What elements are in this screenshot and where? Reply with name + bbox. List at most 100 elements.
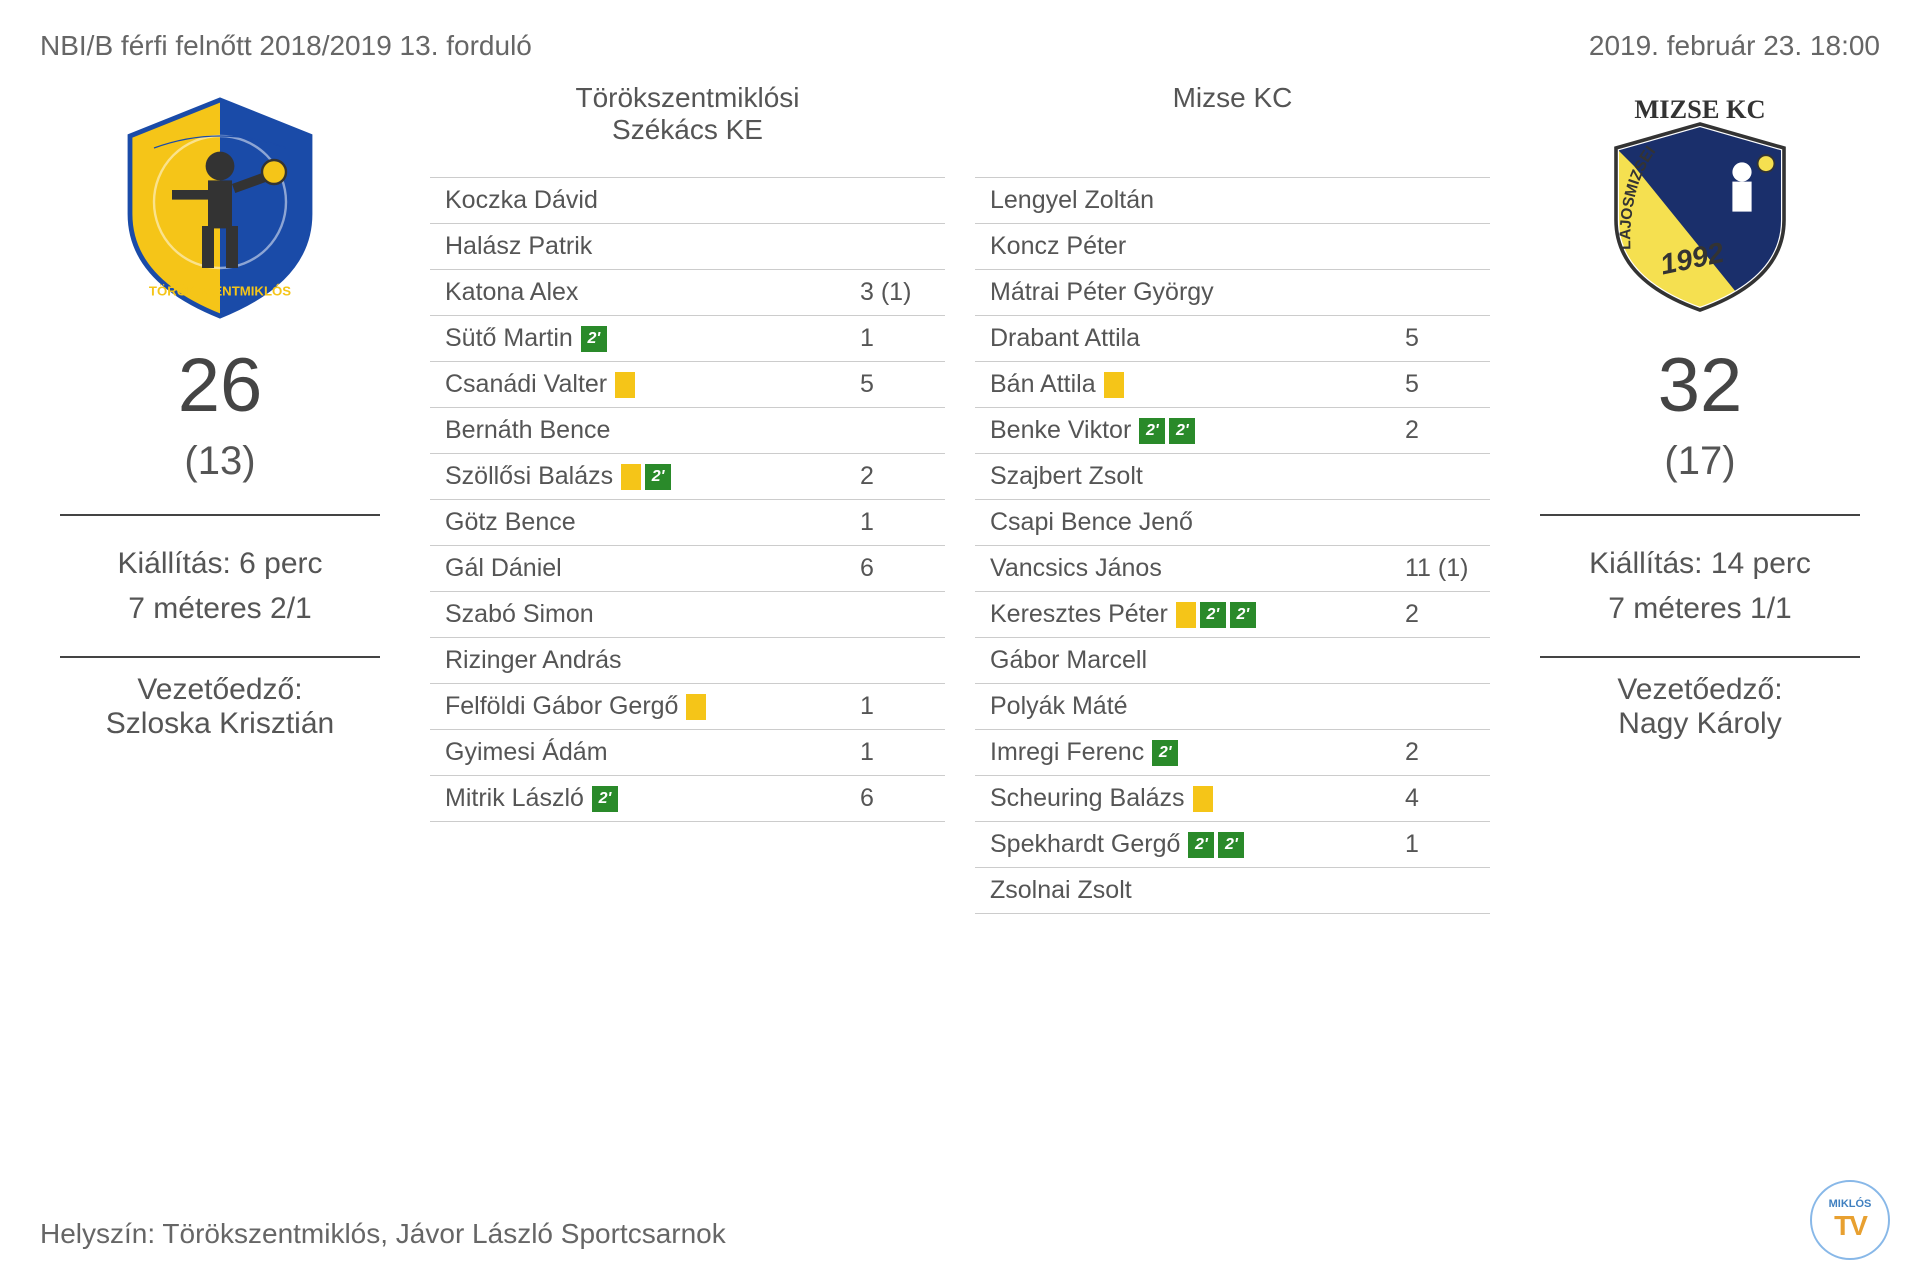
yellow-card-icon	[615, 372, 635, 398]
player-row: Keresztes Péter2'2'2	[975, 591, 1490, 637]
player-row: Bán Attila 5	[975, 361, 1490, 407]
away-team-name: Mizse KC	[975, 82, 1490, 152]
away-suspension: Kiállítás: 14 perc	[1520, 541, 1880, 586]
home-score: 26	[40, 342, 400, 429]
player-row: Polyák Máté	[975, 683, 1490, 729]
player-row: Felföldi Gábor Gergő1	[430, 683, 945, 729]
suspension-icon: 2'	[1200, 602, 1226, 628]
yellow-card-icon	[621, 464, 641, 490]
away-logo: MIZSE KC 1992 LAJOSMIZSEI	[1570, 72, 1830, 332]
player-name: Szöllősi Balázs	[445, 462, 613, 491]
player-name: Bernáth Bence	[445, 416, 610, 445]
home-logo: TÖRÖKSZENTMIKLÓS	[90, 72, 350, 332]
player-cards: 2'	[592, 786, 618, 812]
watermark-top: MIKLÓS	[1829, 1198, 1872, 1210]
player-name: Drabant Attila	[990, 324, 1140, 353]
suspension-icon: 2'	[1188, 832, 1214, 858]
divider	[60, 514, 380, 516]
player-row: Mátrai Péter György	[975, 269, 1490, 315]
player-cards	[1193, 786, 1213, 812]
player-row: Sütő Martin 2' 1	[430, 315, 945, 361]
player-goals: 6	[860, 784, 930, 813]
player-cards: 2'2'	[1139, 418, 1195, 444]
home-roster: TörökszentmiklósiSzékács KE Koczka Dávid…	[430, 72, 945, 914]
player-row: Lengyel Zoltán	[975, 177, 1490, 223]
watermark-logo: MIKLÓS TV	[1810, 1180, 1890, 1260]
player-row: Benke Viktor 2'2' 2	[975, 407, 1490, 453]
yellow-card-icon	[1104, 372, 1124, 398]
player-row: Szajbert Zsolt	[975, 453, 1490, 499]
player-name: Koczka Dávid	[445, 186, 598, 215]
away-score: 32	[1520, 342, 1880, 429]
player-row: Csapi Bence Jenő	[975, 499, 1490, 545]
player-row: Koncz Péter	[975, 223, 1490, 269]
player-row: Gyimesi Ádám 1	[430, 729, 945, 775]
player-name: Rizinger András	[445, 646, 621, 675]
divider	[1540, 514, 1860, 516]
player-row: Drabant Attila 5	[975, 315, 1490, 361]
player-name: Bán Attila	[990, 370, 1096, 399]
player-goals: 6	[860, 554, 930, 583]
player-cards	[615, 372, 635, 398]
svg-text:MIZSE KC: MIZSE KC	[1634, 94, 1765, 124]
player-goals: 5	[860, 370, 930, 399]
player-goals: 5	[1405, 324, 1475, 353]
player-goals: 2	[860, 462, 930, 491]
yellow-card-icon	[686, 694, 706, 720]
player-cards: 2'	[621, 464, 671, 490]
player-name: Csapi Bence Jenő	[990, 508, 1193, 537]
player-goals: 11 (1)	[1405, 554, 1475, 583]
player-name: Sütő Martin	[445, 324, 573, 353]
player-name: Lengyel Zoltán	[990, 186, 1154, 215]
home-coach-label: Vezetőedző:	[40, 673, 400, 707]
player-name: Imregi Ferenc	[990, 738, 1144, 767]
player-cards: 2'	[581, 326, 607, 352]
suspension-icon: 2'	[1230, 602, 1256, 628]
player-goals: 1	[1405, 830, 1475, 859]
player-row: Imregi Ferenc2'2	[975, 729, 1490, 775]
svg-text:TÖRÖKSZENTMIKLÓS: TÖRÖKSZENTMIKLÓS	[149, 284, 291, 299]
away-side-panel: MIZSE KC 1992 LAJOSMIZSEI 32 (17) Kiállí…	[1520, 72, 1880, 914]
home-halftime: (13)	[40, 439, 400, 484]
player-goals: 1	[860, 508, 930, 537]
home-coach-name: Szloska Krisztián	[40, 707, 400, 741]
player-goals: 1	[860, 738, 930, 767]
player-row: Scheuring Balázs4	[975, 775, 1490, 821]
player-name: Koncz Péter	[990, 232, 1126, 261]
player-goals: 2	[1405, 416, 1475, 445]
player-cards: 2'2'	[1188, 832, 1244, 858]
suspension-icon: 2'	[1169, 418, 1195, 444]
player-name: Szabó Simon	[445, 600, 594, 629]
player-row: Katona Alex3 (1)	[430, 269, 945, 315]
player-name: Gyimesi Ádám	[445, 738, 608, 767]
player-name: Felföldi Gábor Gergő	[445, 692, 678, 721]
venue-label: Helyszín: Törökszentmiklós, Jávor László…	[40, 1218, 726, 1250]
datetime-label: 2019. február 23. 18:00	[1589, 30, 1880, 62]
player-row: Halász Patrik	[430, 223, 945, 269]
divider	[1540, 656, 1860, 658]
away-halftime: (17)	[1520, 439, 1880, 484]
player-name: Mátrai Péter György	[990, 278, 1214, 307]
home-sevens: 7 méteres 2/1	[40, 586, 400, 631]
home-team-name: TörökszentmiklósiSzékács KE	[430, 82, 945, 152]
player-cards	[1104, 372, 1124, 398]
player-goals: 4	[1405, 784, 1475, 813]
player-row: Zsolnai Zsolt	[975, 867, 1490, 914]
home-side-panel: TÖRÖKSZENTMIKLÓS 26 (13) Kiállítás: 6 pe…	[40, 72, 400, 914]
player-row: Götz Bence1	[430, 499, 945, 545]
player-goals: 2	[1405, 738, 1475, 767]
player-goals: 5	[1405, 370, 1475, 399]
player-name: Zsolnai Zsolt	[990, 876, 1132, 905]
away-coach-label: Vezetőedző:	[1520, 673, 1880, 707]
player-cards: 2'2'	[1176, 602, 1256, 628]
player-name: Csanádi Valter	[445, 370, 607, 399]
player-goals: 1	[860, 324, 930, 353]
player-row: Koczka Dávid	[430, 177, 945, 223]
league-label: NBI/B férfi felnőtt 2018/2019 13. fordul…	[40, 30, 532, 62]
suspension-icon: 2'	[1139, 418, 1165, 444]
player-goals: 2	[1405, 600, 1475, 629]
away-coach-name: Nagy Károly	[1520, 707, 1880, 741]
player-name: Gál Dániel	[445, 554, 562, 583]
player-name: Benke Viktor	[990, 416, 1131, 445]
player-row: Mitrik László2'6	[430, 775, 945, 822]
